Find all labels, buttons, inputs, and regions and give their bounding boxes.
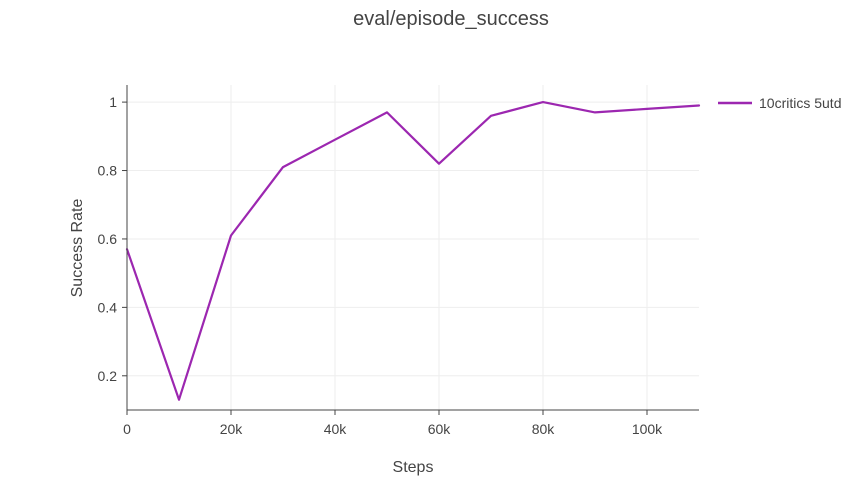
x-tick-label: 60k xyxy=(428,421,452,437)
chart-title: eval/episode_success xyxy=(353,8,549,30)
y-tick-label: 1 xyxy=(109,94,117,110)
y-axis-label: Success Rate xyxy=(69,199,86,298)
grid xyxy=(126,85,699,410)
x-tick-label: 100k xyxy=(632,421,663,437)
plot-area xyxy=(125,100,701,401)
legend-label: 10critics 5utd xyxy=(759,95,841,111)
y-tick-label: 0.6 xyxy=(98,231,118,247)
x-tick-label: 80k xyxy=(532,421,556,437)
x-axis-label: Steps xyxy=(393,459,434,476)
x-tick-label: 40k xyxy=(324,421,348,437)
axes: 0 20k 40k 60k 80k 100k 0.2 0.4 0.6 0.8 1 xyxy=(98,85,699,437)
y-tick-label: 0.2 xyxy=(98,368,118,384)
series-line xyxy=(125,100,701,401)
x-tick-label: 20k xyxy=(220,421,244,437)
x-tick-label: 0 xyxy=(123,421,131,437)
y-tick-label: 0.8 xyxy=(98,163,118,179)
y-tick-label: 0.4 xyxy=(98,299,118,315)
legend: 10critics 5utd xyxy=(718,95,841,111)
